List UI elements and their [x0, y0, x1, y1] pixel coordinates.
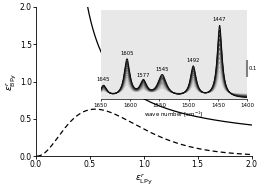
Y-axis label: $\varepsilon^{r}_{\mathrm{BPy}}$: $\varepsilon^{r}_{\mathrm{BPy}}$: [3, 72, 18, 91]
X-axis label: $\varepsilon^{r}_{\mathrm{LPy}}$: $\varepsilon^{r}_{\mathrm{LPy}}$: [135, 171, 153, 186]
